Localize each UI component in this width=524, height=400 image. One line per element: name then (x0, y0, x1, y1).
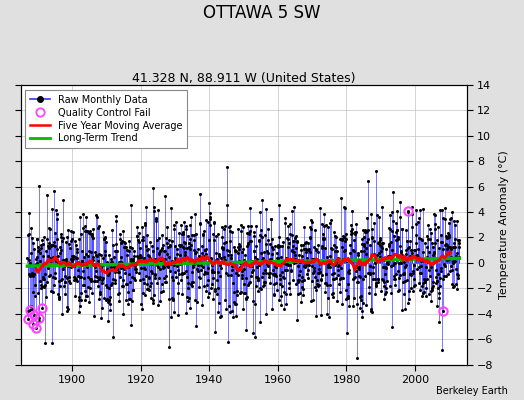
Text: Berkeley Earth: Berkeley Earth (436, 386, 508, 396)
Title: 41.328 N, 88.911 W (United States): 41.328 N, 88.911 W (United States) (132, 72, 355, 85)
Text: OTTAWA 5 SW: OTTAWA 5 SW (203, 4, 321, 22)
Y-axis label: Temperature Anomaly (°C): Temperature Anomaly (°C) (499, 150, 509, 299)
Legend: Raw Monthly Data, Quality Control Fail, Five Year Moving Average, Long-Term Tren: Raw Monthly Data, Quality Control Fail, … (26, 90, 187, 148)
